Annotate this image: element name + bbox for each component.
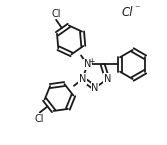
Text: +: + [88, 57, 95, 67]
Text: N: N [91, 83, 99, 93]
Text: N: N [84, 59, 91, 69]
Text: N: N [104, 74, 111, 84]
Text: Cl: Cl [122, 6, 133, 19]
Text: N: N [79, 74, 86, 84]
Text: Cl: Cl [35, 114, 44, 124]
Text: Cl: Cl [51, 9, 61, 19]
Text: ⁻: ⁻ [134, 4, 139, 14]
